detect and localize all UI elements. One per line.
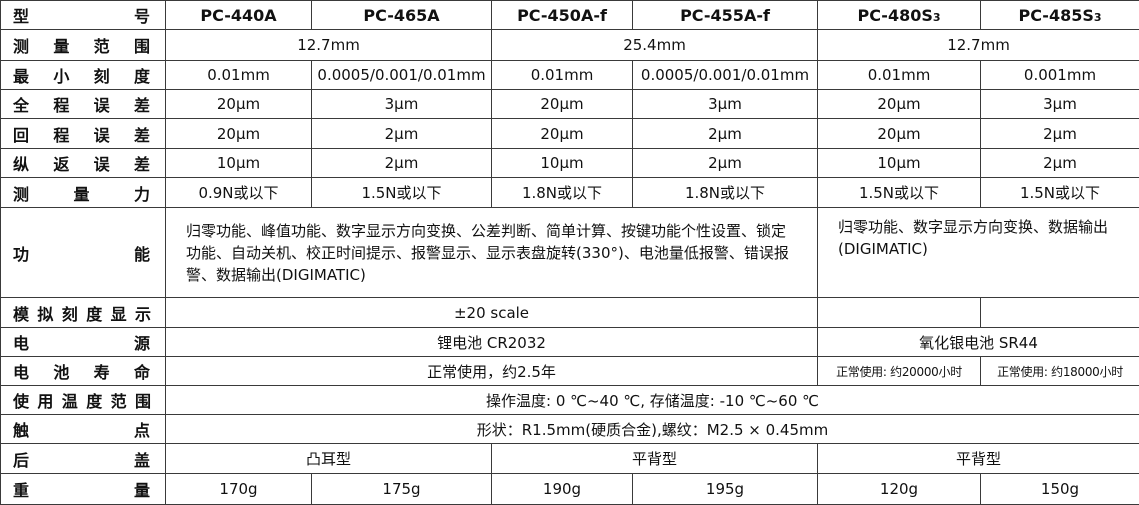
label-contact: 触点: [1, 415, 166, 444]
cell: 0.01mm: [166, 61, 312, 90]
row-analog: 模拟刻度显示 ±20 scale: [1, 298, 1139, 328]
cell: 1.5N或以下: [981, 178, 1139, 208]
model-pc-450a-f: PC-450A-f: [492, 1, 633, 30]
cell: 1.5N或以下: [312, 178, 492, 208]
label-repeat-error: 纵返误差: [1, 149, 166, 178]
row-return-error: 回程误差 20μm 2μm 20μm 2μm 20μm 2μm: [1, 119, 1139, 149]
battery-life-value: 正常使用，约2.5年: [166, 357, 818, 386]
cell: 1.5N或以下: [818, 178, 981, 208]
cell: 175g: [312, 474, 492, 505]
range-value: 12.7mm: [166, 30, 492, 61]
back-cover-value: 凸耳型: [166, 444, 492, 474]
row-repeat-error: 纵返误差 10μm 2μm 10μm 2μm 10μm 2μm: [1, 149, 1139, 178]
functions-right: 归零功能、数字显示方向变换、数据输出(DIGIMATIC): [818, 208, 1139, 298]
analog-empty: [981, 298, 1139, 328]
label-range: 测量范围: [1, 30, 166, 61]
row-resolution: 最小刻度 0.01mm 0.0005/0.001/0.01mm 0.01mm 0…: [1, 61, 1139, 90]
row-force: 测量力 0.9N或以下 1.5N或以下 1.8N或以下 1.8N或以下 1.5N…: [1, 178, 1139, 208]
cell: 195g: [633, 474, 818, 505]
model-pc-480s3: PC-480S3: [818, 1, 981, 30]
cell: 0.0005/0.001/0.01mm: [633, 61, 818, 90]
label-power: 电源: [1, 328, 166, 357]
label-back-cover: 后盖: [1, 444, 166, 474]
cell: 2μm: [633, 149, 818, 178]
model-pc-485s3: PC-485S3: [981, 1, 1139, 30]
label-resolution: 最小刻度: [1, 61, 166, 90]
label-battery-life: 电池寿命: [1, 357, 166, 386]
functions-left: 归零功能、峰值功能、数字显示方向变换、公差判断、简单计算、按键功能个性设置、锁定…: [166, 208, 818, 298]
row-model: 型号 PC-440A PC-465A PC-450A-f PC-455A-f P…: [1, 1, 1139, 30]
cell: 1.8N或以下: [633, 178, 818, 208]
cell: 10μm: [818, 149, 981, 178]
analog-value: ±20 scale: [166, 298, 818, 328]
label-force: 测量力: [1, 178, 166, 208]
power-value: 锂电池 CR2032: [166, 328, 818, 357]
temperature-value: 操作温度: 0 ℃~40 ℃, 存储温度: -10 ℃~60 ℃: [166, 386, 1139, 415]
model-pc-465a: PC-465A: [312, 1, 492, 30]
cell: 20μm: [166, 119, 312, 149]
row-contact: 触点 形状：R1.5mm(硬质合金),螺纹：M2.5 × 0.45mm: [1, 415, 1139, 444]
cell: 3μm: [633, 90, 818, 119]
model-pc-440a: PC-440A: [166, 1, 312, 30]
row-battery-life: 电池寿命 正常使用，约2.5年 正常使用: 约20000小时 正常使用: 约18…: [1, 357, 1139, 386]
row-back-cover: 后盖 凸耳型 平背型 平背型: [1, 444, 1139, 474]
range-value: 25.4mm: [492, 30, 818, 61]
cell: 2μm: [312, 119, 492, 149]
label-weight: 重量: [1, 474, 166, 505]
row-functions: 功能 归零功能、峰值功能、数字显示方向变换、公差判断、简单计算、按键功能个性设置…: [1, 208, 1139, 298]
contact-value: 形状：R1.5mm(硬质合金),螺纹：M2.5 × 0.45mm: [166, 415, 1139, 444]
cell: 20μm: [818, 90, 981, 119]
cell: 120g: [818, 474, 981, 505]
label-analog: 模拟刻度显示: [1, 298, 166, 328]
cell: 170g: [166, 474, 312, 505]
label-model: 型号: [1, 1, 166, 30]
cell: 3μm: [312, 90, 492, 119]
row-total-error: 全程误差 20μm 3μm 20μm 3μm 20μm 3μm: [1, 90, 1139, 119]
battery-life-value: 正常使用: 约20000小时: [818, 357, 981, 386]
cell: 2μm: [633, 119, 818, 149]
range-value: 12.7mm: [818, 30, 1139, 61]
cell: 2μm: [981, 149, 1139, 178]
cell: 150g: [981, 474, 1139, 505]
label-total-error: 全程误差: [1, 90, 166, 119]
cell: 10μm: [492, 149, 633, 178]
cell: 0.001mm: [981, 61, 1139, 90]
cell: 0.9N或以下: [166, 178, 312, 208]
cell: 2μm: [981, 119, 1139, 149]
label-temperature: 使用温度范围: [1, 386, 166, 415]
cell: 0.01mm: [492, 61, 633, 90]
row-range: 测量范围 12.7mm 25.4mm 12.7mm: [1, 30, 1139, 61]
row-power: 电源 锂电池 CR2032 氧化银电池 SR44: [1, 328, 1139, 357]
cell: 190g: [492, 474, 633, 505]
row-weight: 重量 170g 175g 190g 195g 120g 150g: [1, 474, 1139, 505]
cell: 1.8N或以下: [492, 178, 633, 208]
analog-empty: [818, 298, 981, 328]
label-return-error: 回程误差: [1, 119, 166, 149]
cell: 0.01mm: [818, 61, 981, 90]
power-value: 氧化银电池 SR44: [818, 328, 1139, 357]
cell: 2μm: [312, 149, 492, 178]
cell: 20μm: [492, 119, 633, 149]
cell: 20μm: [818, 119, 981, 149]
cell: 10μm: [166, 149, 312, 178]
row-temperature: 使用温度范围 操作温度: 0 ℃~40 ℃, 存储温度: -10 ℃~60 ℃: [1, 386, 1139, 415]
model-pc-455a-f: PC-455A-f: [633, 1, 818, 30]
cell: 3μm: [981, 90, 1139, 119]
battery-life-value: 正常使用: 约18000小时: [981, 357, 1139, 386]
label-functions: 功能: [1, 208, 166, 298]
back-cover-value: 平背型: [492, 444, 818, 474]
back-cover-value: 平背型: [818, 444, 1139, 474]
cell: 0.0005/0.001/0.01mm: [312, 61, 492, 90]
cell: 20μm: [166, 90, 312, 119]
cell: 20μm: [492, 90, 633, 119]
